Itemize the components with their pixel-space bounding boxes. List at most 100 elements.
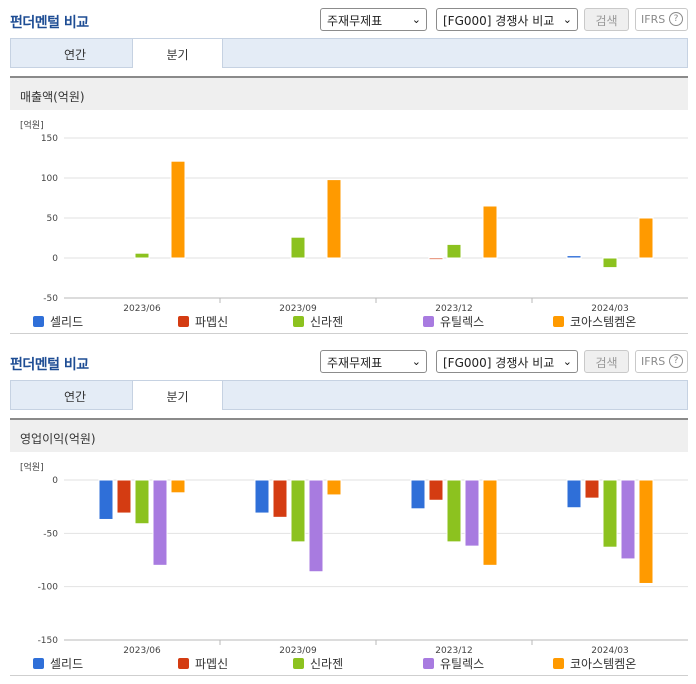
legend-swatch xyxy=(553,658,564,669)
statement-select-value: 주재무제표 xyxy=(327,14,383,28)
legend-label: 유틸렉스 xyxy=(440,315,485,329)
x-tick-label: 2023/09 xyxy=(279,646,317,656)
y-tick-label: -50 xyxy=(43,294,58,304)
legend-item[interactable]: 유틸렉스 xyxy=(423,313,484,330)
legend-item[interactable]: 코아스템켐온 xyxy=(553,313,636,330)
bar-파멥신-2023-12 xyxy=(428,479,444,501)
chart-panel: 영업이익(억원) [억원] 0 -50 -100 -150 2023/06 2023/09 2… xyxy=(10,418,688,676)
bar-코아스템켐온-2023-06 xyxy=(170,160,186,259)
legend-swatch xyxy=(33,316,44,327)
legend-label: 신라젠 xyxy=(310,657,344,671)
search-button[interactable]: 검색 xyxy=(584,350,629,373)
legend-swatch xyxy=(293,316,304,327)
tab-quarter[interactable]: 분기 xyxy=(132,38,223,68)
legend-label: 셀리드 xyxy=(50,657,84,671)
y-tick-label: 0 xyxy=(52,476,58,486)
compare-select-value: [FG000] 경쟁사 비교 xyxy=(443,356,555,370)
bar-셀리드-2024-03 xyxy=(566,255,582,259)
bar-파멥신-2023-12 xyxy=(428,257,444,261)
ifrs-label: IFRS xyxy=(641,13,666,26)
y-tick-label: 0 xyxy=(52,254,58,264)
legend-label: 파멥신 xyxy=(195,657,229,671)
chart-title: 매출액(억원) xyxy=(10,78,688,110)
x-tick-label: 2023/06 xyxy=(123,646,161,656)
bar-신라젠-2023-09 xyxy=(290,479,306,543)
y-unit-label: [억원] xyxy=(20,119,44,131)
bar-파멥신-2023-06 xyxy=(116,479,132,514)
section-title: 펀더멘털 비교 xyxy=(10,357,89,373)
y-tick-label: 100 xyxy=(41,174,58,184)
legend-swatch xyxy=(293,658,304,669)
legend-label: 파멥신 xyxy=(195,315,229,329)
bar-신라젠-2023-12 xyxy=(446,479,462,543)
legend-label: 코아스템켐온 xyxy=(570,315,637,329)
ifrs-button[interactable]: IFRS ? xyxy=(635,350,688,373)
legend-item[interactable]: 셀리드 xyxy=(33,655,83,672)
bar-신라젠-2023-12 xyxy=(446,243,462,259)
section-header: 펀더멘털 비교 주재무제표 ⌄ [FG000] 경쟁사 비교 ⌄ 검색 IFRS… xyxy=(0,342,696,380)
legend-label: 유틸렉스 xyxy=(440,657,485,671)
period-tabs: 연간 분기 xyxy=(10,38,688,68)
statement-select[interactable]: 주재무제표 ⌄ xyxy=(320,350,427,373)
legend-swatch xyxy=(178,316,189,327)
legend-label: 코아스템켐온 xyxy=(570,657,637,671)
y-tick-label: 150 xyxy=(41,134,58,144)
bar-코아스템켐온-2023-12 xyxy=(482,205,498,259)
legend-item[interactable]: 셀리드 xyxy=(33,313,83,330)
search-button[interactable]: 검색 xyxy=(584,8,629,31)
x-tick-label: 2023/06 xyxy=(123,304,161,314)
compare-select-value: [FG000] 경쟁사 비교 xyxy=(443,14,555,28)
tab-annual[interactable]: 연간 xyxy=(63,48,87,62)
ifrs-label: IFRS xyxy=(641,355,666,368)
statement-select[interactable]: 주재무제표 ⌄ xyxy=(320,8,427,31)
legend-swatch xyxy=(553,316,564,327)
ifrs-button[interactable]: IFRS ? xyxy=(635,8,688,31)
section-header: 펀더멘털 비교 주재무제표 ⌄ [FG000] 경쟁사 비교 ⌄ 검색 IFRS… xyxy=(0,0,696,38)
legend-label: 셀리드 xyxy=(50,315,84,329)
legend-item[interactable]: 신라젠 xyxy=(293,655,343,672)
bar-유틸렉스-2024-03 xyxy=(620,479,636,560)
section-title: 펀더멘털 비교 xyxy=(10,15,89,31)
tab-annual[interactable]: 연간 xyxy=(63,390,87,404)
bar-신라젠-2024-03 xyxy=(602,479,618,548)
chart-legend: 셀리드 파멥신 신라젠 유틸렉스 코아스템켐온 xyxy=(10,313,688,329)
legend-item[interactable]: 파멥신 xyxy=(178,655,228,672)
period-tabs: 연간 분기 xyxy=(10,380,688,410)
bar-파멥신-2024-03 xyxy=(584,479,600,499)
y-tick-label: 50 xyxy=(47,214,59,224)
legend-item[interactable]: 신라젠 xyxy=(293,313,343,330)
y-tick-label: -100 xyxy=(38,583,59,593)
chevron-down-icon: ⌄ xyxy=(411,355,421,368)
help-icon: ? xyxy=(669,12,683,26)
legend-swatch xyxy=(33,658,44,669)
compare-select[interactable]: [FG000] 경쟁사 비교 ⌄ xyxy=(436,8,578,31)
statement-select-value: 주재무제표 xyxy=(327,356,383,370)
legend-item[interactable]: 유틸렉스 xyxy=(423,655,484,672)
x-tick-label: 2023/12 xyxy=(435,304,472,314)
x-tick-label: 2023/12 xyxy=(435,646,472,656)
chart-title: 영업이익(억원) xyxy=(10,420,688,452)
chart-panel: 매출액(억원) [억원] 150 100 50 0 -50 2023/06 2023/09 20… xyxy=(10,76,688,334)
bar-코아스템켐온-2023-09 xyxy=(326,179,342,259)
legend-item[interactable]: 파멥신 xyxy=(178,313,228,330)
bar-코아스템켐온-2023-12 xyxy=(482,479,498,566)
bar-신라젠-2023-06 xyxy=(134,479,150,525)
bar-신라젠-2023-06 xyxy=(134,252,150,259)
chart-svg: [억원] 150 100 50 0 -50 2023/06 2023/09 2023/12 202… xyxy=(20,119,688,314)
compare-select[interactable]: [FG000] 경쟁사 비교 ⌄ xyxy=(436,350,578,373)
chart-legend: 셀리드 파멥신 신라젠 유틸렉스 코아스템켐온 xyxy=(10,655,688,671)
bar-코아스템켐온-2023-06 xyxy=(170,479,186,494)
bar-유틸렉스-2023-09 xyxy=(308,479,324,573)
legend-item[interactable]: 코아스템켐온 xyxy=(553,655,636,672)
bar-셀리드-2023-06 xyxy=(98,479,114,520)
bar-유틸렉스-2023-12 xyxy=(464,479,480,547)
tab-quarter[interactable]: 분기 xyxy=(132,380,223,410)
chevron-down-icon: ⌄ xyxy=(562,13,572,26)
bar-셀리드-2024-03 xyxy=(566,479,582,509)
y-tick-label: -150 xyxy=(38,636,59,646)
legend-swatch xyxy=(178,658,189,669)
bar-코아스템켐온-2024-03 xyxy=(638,217,654,259)
x-tick-label: 2024/03 xyxy=(591,304,628,314)
fundamental-compare-section-sales: 펀더멘털 비교 주재무제표 ⌄ [FG000] 경쟁사 비교 ⌄ 검색 IFRS… xyxy=(0,0,696,334)
legend-swatch xyxy=(423,316,434,327)
